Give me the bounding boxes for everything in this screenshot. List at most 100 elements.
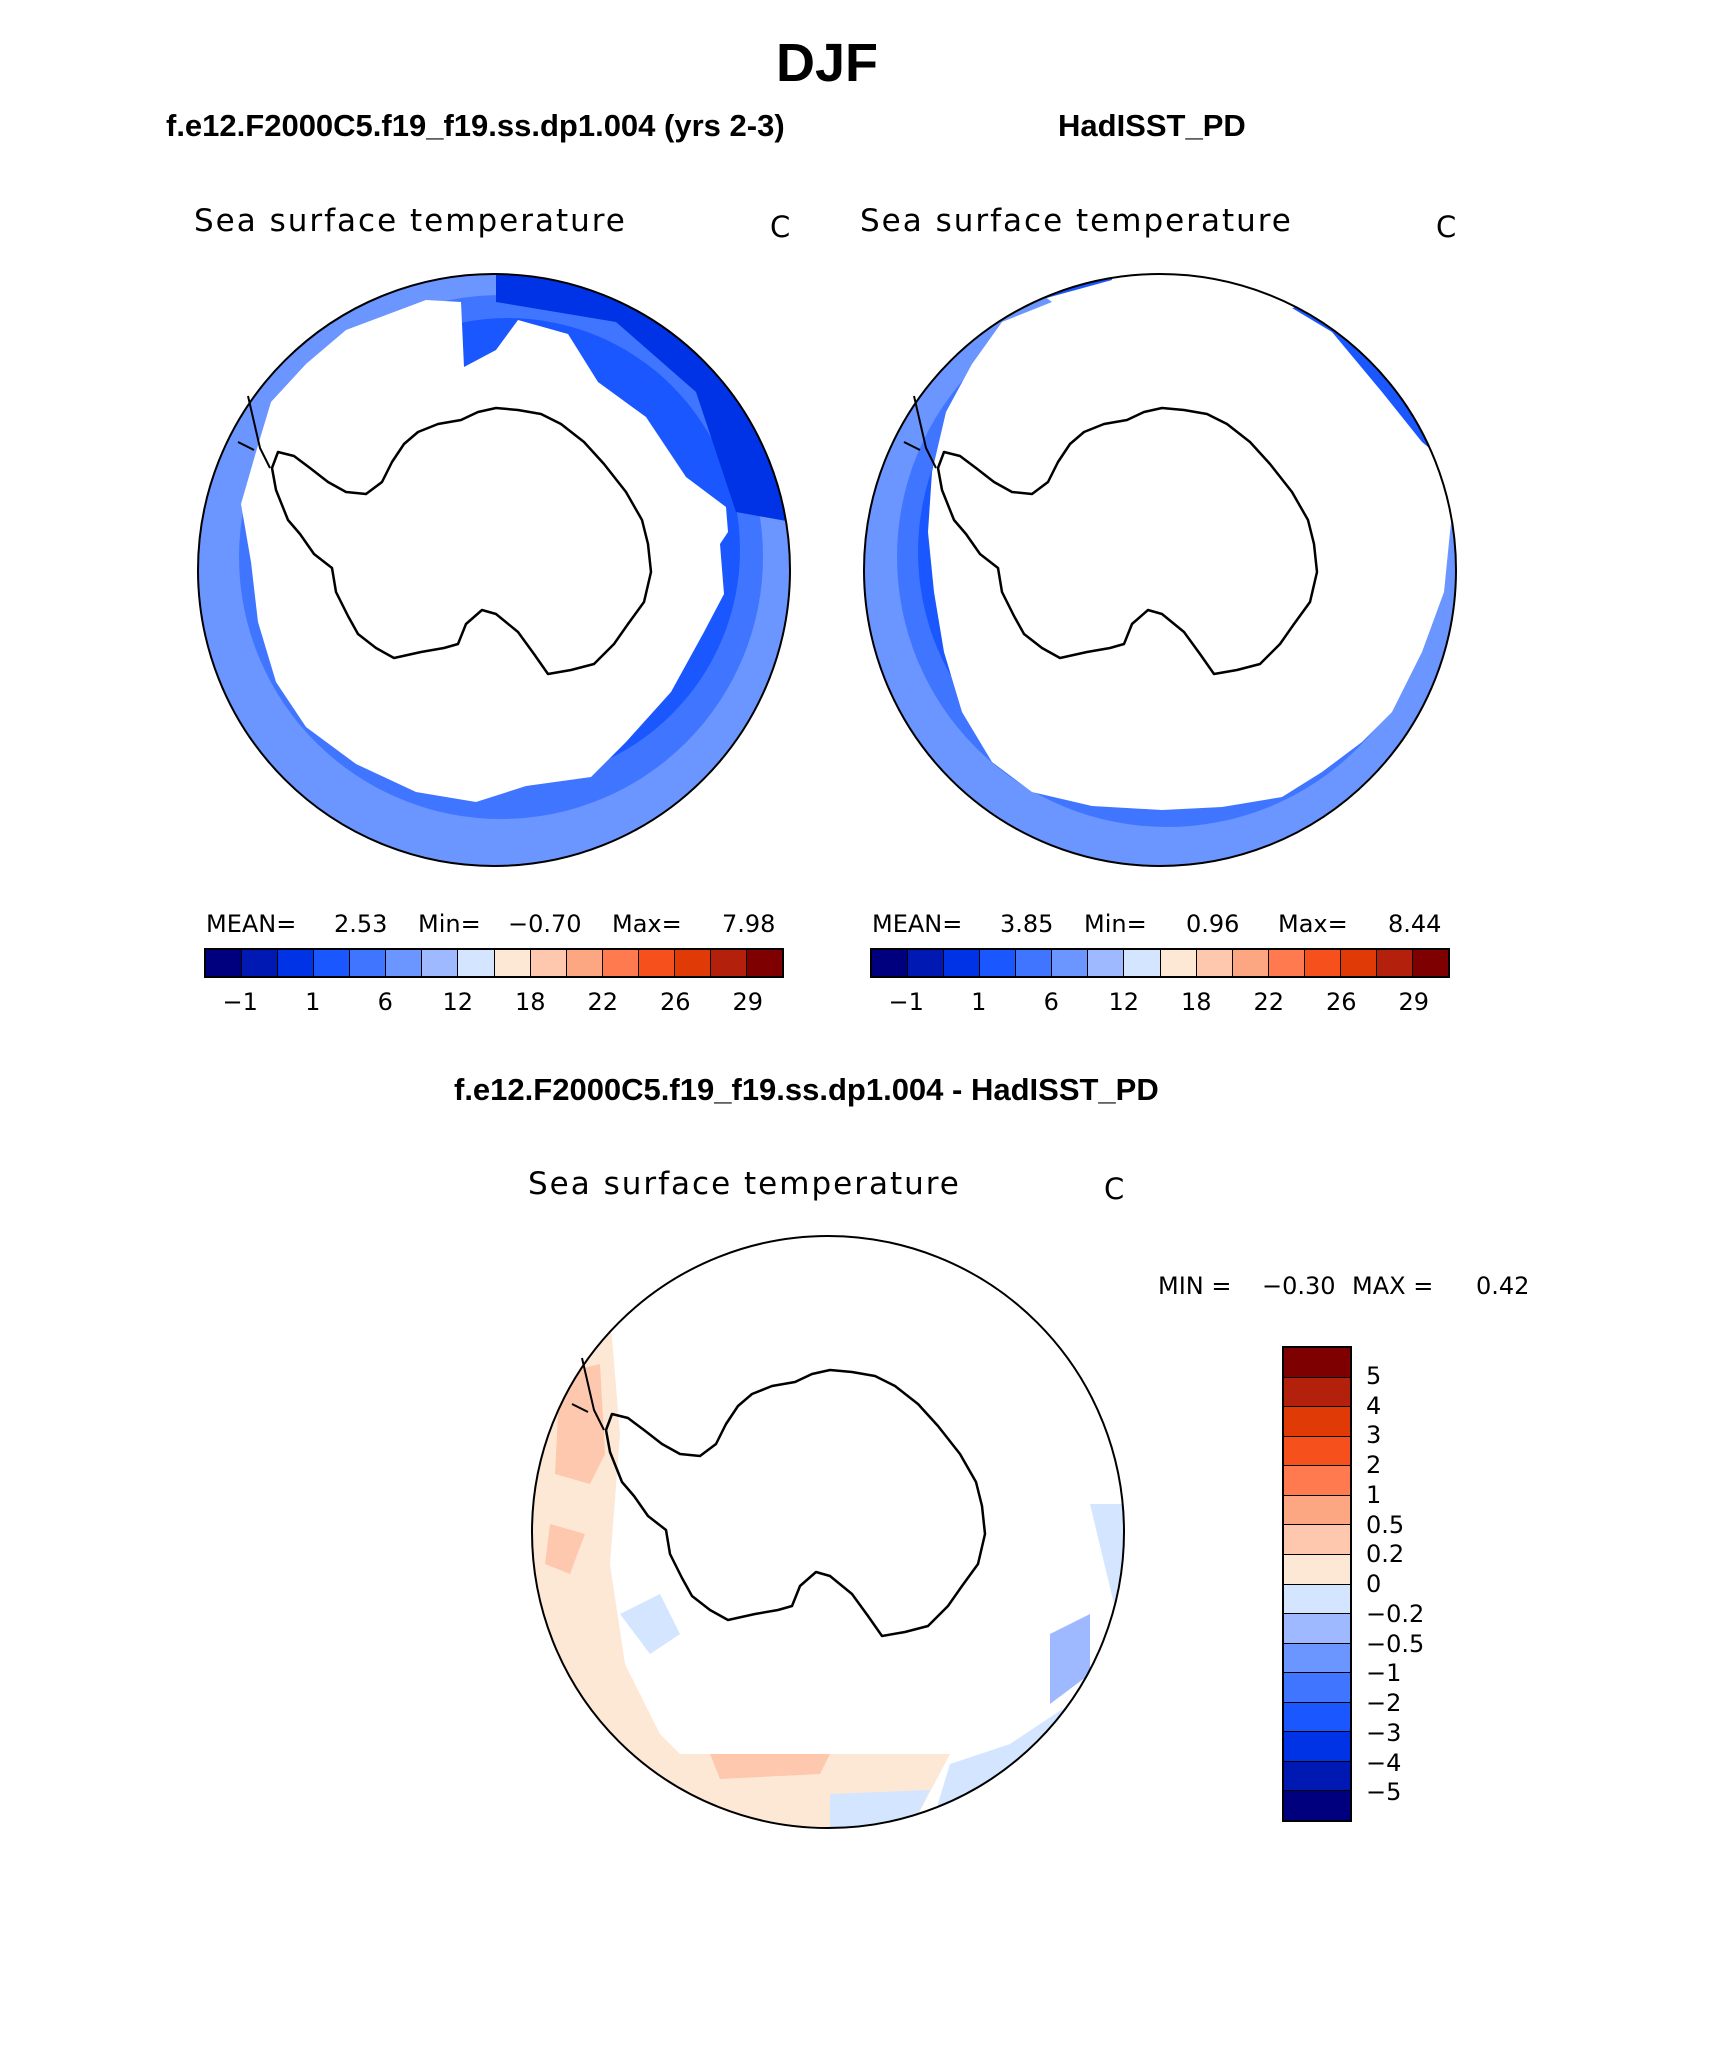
panel1-colorbar-tick-label: 12 [442, 988, 474, 1016]
panel2-mean-value: 3.85 [1000, 910, 1054, 938]
panel1-colorbar-cell [602, 950, 639, 976]
panel1-min-label: Min= [418, 910, 481, 938]
panel1-min-value: −0.70 [508, 910, 582, 938]
panel1-colorbar-cell [422, 950, 459, 976]
panel1-colorbar-cell [746, 950, 782, 976]
panel1-colorbar-cell [494, 950, 531, 976]
panel1-colorbar-tick-label: −1 [222, 988, 258, 1016]
panel2-colorbar-cell [1340, 950, 1377, 976]
panel2-colorbar-cell [1160, 950, 1197, 976]
main-title: DJF [775, 33, 878, 93]
panel3-colorbar-cell [1284, 1673, 1350, 1703]
panel3-colorbar-tick-label: −2 [1366, 1689, 1402, 1717]
panel1-colorbar-tick-label: 22 [587, 988, 619, 1016]
panel3-colorbar-tick-label: 2 [1366, 1451, 1382, 1479]
panel1-case-title: f.e12.F2000C5.f19_f19.ss.dp1.004 (yrs 2-… [166, 108, 785, 143]
panel1-colorbar-cell [206, 950, 243, 976]
panel1-colorbar-cell [458, 950, 495, 976]
panel1-map [197, 273, 791, 867]
panel2-colorbar-tick-label: 29 [1398, 988, 1430, 1016]
panel3-colorbar-tick-label: 4 [1366, 1391, 1382, 1420]
panel1-colorbar-cell [638, 950, 675, 976]
panel1-colorbar-cell [710, 950, 747, 976]
panel2-colorbar-cell [980, 950, 1017, 976]
panel3-case-title: f.e12.F2000C5.f19_f19.ss.dp1.004 - HadIS… [454, 1072, 1159, 1107]
panel3-colorbar-tick-label: −0.5 [1366, 1629, 1425, 1658]
panel2-colorbar-cell [1016, 950, 1053, 976]
panel3-colorbar-cell [1284, 1791, 1350, 1820]
panel2-colorbar-cell [1232, 950, 1269, 976]
panel2-antarctica-coastline [936, 406, 1319, 676]
panel3-colorbar-cell [1284, 1377, 1350, 1408]
panel3-colorbar-tick-label: 0.5 [1366, 1510, 1405, 1539]
panel2-plot-label: Sea surface temperature [860, 203, 1293, 239]
panel2-map [863, 273, 1457, 867]
panel1-colorbar-tick-label: 6 [377, 988, 393, 1016]
panel2-colorbar-tick-label: 12 [1108, 988, 1140, 1016]
panel3-colorbar-cell [1284, 1702, 1350, 1733]
panel1-colorbar-cell [278, 950, 315, 976]
panel1-colorbar-tick-label: 1 [305, 988, 321, 1016]
panel3-plot-label: Sea surface temperature [528, 1166, 961, 1202]
panel3-min-label: MIN = [1158, 1272, 1232, 1300]
panel3-antarctica-coastline [604, 1368, 987, 1638]
panel3-colorbar-cell [1284, 1348, 1350, 1378]
panel1-colorbar [204, 948, 784, 978]
panel3-colorbar-tick-label: 5 [1366, 1361, 1382, 1390]
panel3-colorbar-cell [1284, 1495, 1350, 1526]
panel1-mean-value: 2.53 [334, 910, 388, 938]
panel3-colorbar-tick-label: 1 [1366, 1480, 1382, 1509]
panel1-mean-label: MEAN= [206, 910, 297, 938]
panel3-colorbar [1282, 1346, 1352, 1822]
panel2-max-value: 8.44 [1388, 910, 1442, 938]
panel3-colorbar-tick-label: 3 [1366, 1421, 1382, 1450]
panel2-colorbar-cell [1304, 950, 1341, 976]
panel3-colorbar-tick-label: −0.2 [1366, 1599, 1425, 1628]
panel2-colorbar-tick-label: 1 [971, 988, 987, 1016]
panel2-colorbar-cell [1088, 950, 1125, 976]
panel2-colorbar-cell [1124, 950, 1161, 976]
panel3-units: C [1104, 1172, 1125, 1206]
panel3-colorbar-tick-label: −1 [1366, 1659, 1402, 1688]
panel2-colorbar-tick-label: 22 [1253, 988, 1285, 1016]
panel3-colorbar-tick-label: 0 [1366, 1570, 1382, 1598]
panel2-colorbar-tick-label: −1 [888, 988, 924, 1016]
panel1-ocean-deep [496, 274, 790, 522]
panel3-colorbar-cell [1284, 1407, 1350, 1437]
panel1-plot-label: Sea surface temperature [194, 203, 627, 239]
panel3-colorbar-cell [1284, 1584, 1350, 1615]
panel2-case-title: HadISST_PD [1058, 108, 1246, 143]
panel2-colorbar-cell [1052, 950, 1089, 976]
panel2-colorbar-tick-label: 18 [1180, 988, 1212, 1016]
panel3-colorbar-cell [1284, 1554, 1350, 1585]
panel1-colorbar-cell [314, 950, 351, 976]
panel1-antarctica-coastline [270, 406, 653, 676]
panel3-colorbar-cell [1284, 1761, 1350, 1792]
panel1-max-label: Max= [612, 910, 682, 938]
panel3-map [531, 1235, 1125, 1829]
panel1-max-value: 7.98 [722, 910, 776, 938]
panel1-colorbar-tick-label: 18 [514, 988, 546, 1016]
panel3-colorbar-cell [1284, 1732, 1350, 1762]
panel2-colorbar-cell [1412, 950, 1448, 976]
panel1-colorbar-cell [242, 950, 279, 976]
panel2-colorbar-ticks: −1 1 6 12 18 22 26 29 [870, 988, 1450, 1018]
panel1-colorbar-ticks: −1 1 6 12 18 22 26 29 [204, 988, 784, 1018]
panel2-units: C [1436, 210, 1457, 244]
panel3-colorbar-tick-label: 0.2 [1366, 1540, 1405, 1569]
panel2-colorbar-cell [1376, 950, 1413, 976]
panel3-min-value: −0.30 [1262, 1272, 1336, 1300]
panel2-sea-ice-region [928, 274, 1456, 810]
panel1-colorbar-tick-label: 26 [659, 988, 691, 1016]
panel1-sea-ice-region [241, 300, 728, 802]
panel1-colorbar-cell [386, 950, 423, 976]
panel3-colorbar-ticks: 5 4 3 2 1 0.5 0.2 0 −0.2 −0.5 −1 −2 −3 −4 −5 [1366, 1346, 1466, 1822]
panel1-colorbar-tick-label: 29 [732, 988, 764, 1016]
panel1-colorbar-cell [674, 950, 711, 976]
panel3-colorbar-tick-label: −3 [1366, 1718, 1402, 1747]
panel3-colorbar-tick-label: −4 [1366, 1748, 1402, 1777]
panel2-colorbar-tick-label: 26 [1325, 988, 1357, 1016]
panel1-colorbar-cell [350, 950, 387, 976]
panel3-colorbar-cell [1284, 1525, 1350, 1555]
panel2-colorbar-cell [908, 950, 945, 976]
